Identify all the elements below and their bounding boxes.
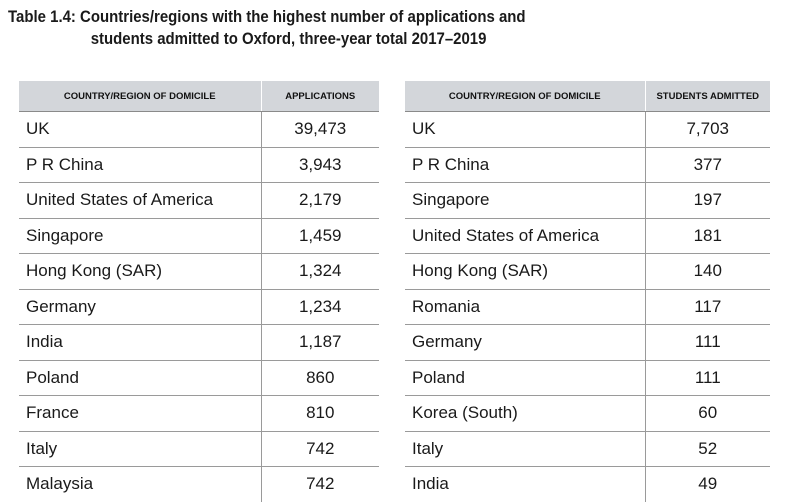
table-row: United States of America 2,179 <box>19 182 379 219</box>
country-cell: Hong Kong (SAR) <box>19 253 261 290</box>
country-cell: India <box>412 474 449 494</box>
country-cell: P R China <box>19 147 261 183</box>
table-row: Poland 111 <box>405 360 770 396</box>
table-row: United States of America 181 <box>405 218 770 254</box>
table-row: UK 39,473 <box>19 111 379 148</box>
table-header-row: COUNTRY/REGION OF DOMICILE STUDENTS ADMI… <box>405 81 770 112</box>
country-cell: UK <box>19 111 261 148</box>
country-cell: Malaysia <box>26 474 94 494</box>
value-cell: 52 <box>644 431 770 467</box>
table-row: Korea (South) 60 <box>405 395 770 432</box>
country-cell: Romania <box>405 289 645 325</box>
table-row: Hong Kong (SAR) 140 <box>405 253 770 290</box>
table-row: Romania 117 <box>405 289 770 325</box>
students-admitted-table: COUNTRY/REGION OF DOMICILE STUDENTS ADMI… <box>405 81 770 502</box>
applications-table-body: UK 39,473 P R China 3,943 United States of A… <box>19 111 379 502</box>
table-row: P R China 377 <box>405 147 770 183</box>
country-cell: Italy <box>19 431 261 467</box>
table-row: Italy 742 <box>19 431 379 467</box>
country-cell: United States of America <box>405 218 645 254</box>
value-cell: 60 <box>644 395 770 432</box>
value-cell: 860 <box>260 360 379 396</box>
column-header-applications: APPLICATIONS <box>261 81 379 112</box>
admitted-table-body: UK 7,703 P R China 377 Singapore 197 United St… <box>405 111 770 502</box>
value-cell: 1,459 <box>260 218 379 254</box>
table-row: Hong Kong (SAR) 1,324 <box>19 253 379 290</box>
country-cell: Poland <box>19 360 261 396</box>
value-cell: 2,179 <box>260 182 379 219</box>
value-cell: 3,943 <box>260 147 379 183</box>
value-cell: 197 <box>644 182 770 219</box>
table-row: Italy 52 <box>405 431 770 467</box>
table-row: India 1,187 <box>19 324 379 361</box>
table-row: India 49 <box>405 466 770 502</box>
value-cell: 111 <box>644 324 770 361</box>
column-header-country: COUNTRY/REGION OF DOMICILE <box>19 81 262 112</box>
value-cell: 111 <box>644 360 770 396</box>
table-row: Singapore 197 <box>405 182 770 219</box>
value-cell: 181 <box>644 218 770 254</box>
value-cell: 140 <box>644 253 770 290</box>
value-cell: 7,703 <box>644 111 770 148</box>
table-row: Singapore 1,459 <box>19 218 379 254</box>
country-cell: France <box>19 395 261 432</box>
table-row: Germany 1,234 <box>19 289 379 325</box>
country-cell: P R China <box>405 147 645 183</box>
value-cell: 1,324 <box>260 253 379 290</box>
country-cell: Poland <box>405 360 645 396</box>
table-row: France 810 <box>19 395 379 432</box>
country-cell: Hong Kong (SAR) <box>405 253 645 290</box>
country-cell: Germany <box>19 289 261 325</box>
column-header-country: COUNTRY/REGION OF DOMICILE <box>405 81 646 112</box>
table-title-line-1: Table 1.4: Countries/regions with the hi… <box>8 7 526 26</box>
applications-table: COUNTRY/REGION OF DOMICILE APPLICATIONS … <box>19 81 379 502</box>
value-cell: 810 <box>260 395 379 432</box>
country-cell: Korea (South) <box>405 395 645 432</box>
country-cell: Singapore <box>19 218 261 254</box>
value-cell: 377 <box>644 147 770 183</box>
country-cell: Germany <box>405 324 645 361</box>
value-cell: 39,473 <box>260 111 379 148</box>
table-title-line-2: students admitted to Oxford, three-year … <box>90 29 487 48</box>
table-row: Malaysia 742 <box>19 466 379 502</box>
country-cell: Italy <box>405 431 645 467</box>
value-cell: 1,187 <box>260 324 379 361</box>
value-cell: 117 <box>644 289 770 325</box>
value-cell: 49 <box>644 466 770 502</box>
country-cell: United States of America <box>19 182 261 219</box>
country-cell: UK <box>405 111 645 148</box>
table-header-row: COUNTRY/REGION OF DOMICILE APPLICATIONS <box>19 81 379 112</box>
country-cell: India <box>19 324 261 361</box>
table-row: P R China 3,943 <box>19 147 379 183</box>
table-row: UK 7,703 <box>405 111 770 148</box>
column-header-students-admitted: STUDENTS ADMITTED <box>645 81 770 112</box>
table-row: Germany 111 <box>405 324 770 361</box>
table-row: Poland 860 <box>19 360 379 396</box>
value-cell: 742 <box>260 466 379 502</box>
table-title: Table 1.4: Countries/regions with the hi… <box>8 6 694 50</box>
country-cell: Singapore <box>405 182 645 219</box>
value-cell: 742 <box>260 431 379 467</box>
value-cell: 1,234 <box>260 289 379 325</box>
